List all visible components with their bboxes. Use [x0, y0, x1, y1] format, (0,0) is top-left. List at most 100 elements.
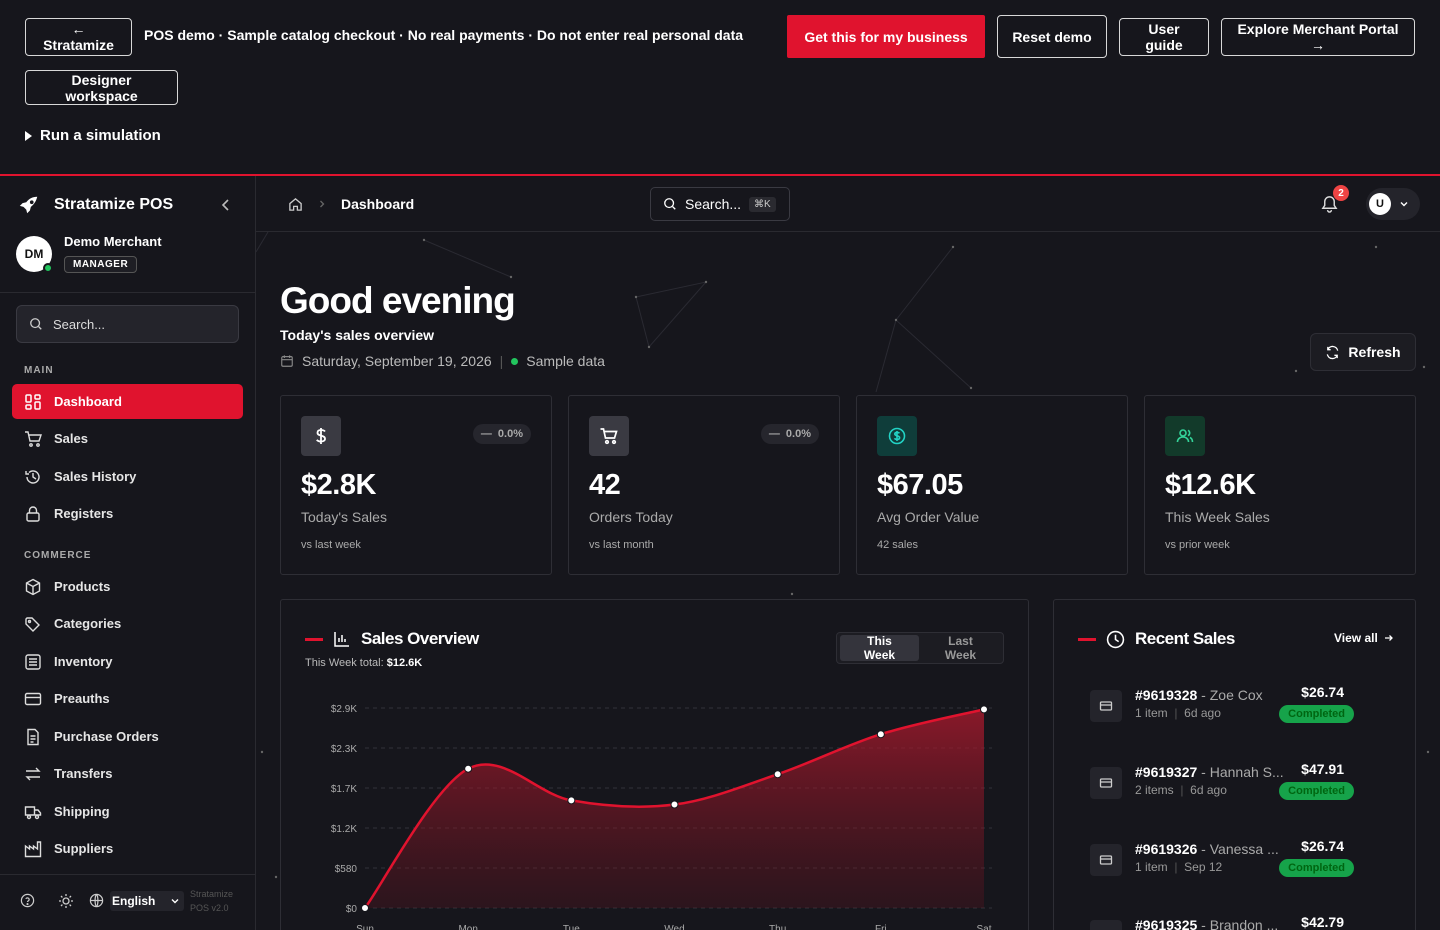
user-menu-button[interactable]: U — [1366, 188, 1420, 220]
stat-card-avg-order-value: $67.05 Avg Order Value 42 sales — [856, 395, 1128, 575]
search-icon — [663, 197, 677, 211]
status-badge: Completed — [1279, 782, 1354, 800]
sidebar-item-suppliers[interactable]: Suppliers — [12, 831, 243, 866]
help-icon[interactable] — [20, 893, 35, 908]
sales-overview-title: Sales Overview — [361, 629, 479, 648]
back-to-stratamize-button[interactable]: ← Stratamize — [25, 18, 132, 56]
section-label-main: MAIN — [24, 365, 54, 376]
sidebar-item-label: Preauths — [54, 691, 110, 706]
sidebar-item-label: Registers — [54, 506, 114, 521]
version-info: Stratamize POS v2.0 — [190, 887, 233, 915]
get-for-business-button[interactable]: Get this for my business — [787, 15, 985, 58]
y-tick-label: $1.7K — [331, 784, 357, 795]
main-content: Good evening Today's sales overview Satu… — [256, 232, 1440, 930]
reset-demo-button[interactable]: Reset demo — [997, 15, 1107, 58]
refresh-icon — [1325, 345, 1340, 360]
breadcrumb-current: Dashboard — [341, 196, 415, 212]
sidebar-search-placeholder: Search... — [53, 316, 106, 332]
sidebar-item-shipping[interactable]: Shipping — [12, 794, 243, 829]
trend-value: 0.0% — [785, 428, 811, 440]
sidebar-item-registers[interactable]: Registers — [12, 496, 243, 531]
sidebar: Stratamize POS DM Demo Merchant MANAGER … — [0, 176, 256, 930]
sale-list-item[interactable]: #9619327 - Hannah S... 2 items | 6d ago … — [1090, 761, 1390, 811]
data-point — [567, 796, 576, 805]
dashboard-icon — [24, 393, 42, 411]
explore-portal-button[interactable]: Explore Merchant Portal → — [1221, 18, 1415, 56]
x-tick-label: Mon — [458, 924, 477, 930]
keyboard-shortcut: ⌘K — [749, 196, 776, 212]
tab-last-week[interactable]: Last Week — [921, 634, 1000, 662]
stat-card-week-sales: $12.6K This Week Sales vs prior week — [1144, 395, 1416, 575]
run-simulation-label: Run a simulation — [40, 127, 161, 144]
breadcrumb: Dashboard — [288, 196, 414, 212]
data-point — [980, 705, 988, 714]
bar-chart-icon — [333, 630, 351, 648]
brand[interactable]: Stratamize POS — [18, 194, 173, 216]
data-point — [773, 770, 782, 779]
y-tick-label: $1.2K — [331, 824, 357, 835]
sidebar-item-categories[interactable]: Categories — [12, 606, 243, 641]
sidebar-item-label: Purchase Orders — [54, 729, 159, 744]
sidebar-item-sales[interactable]: Sales — [12, 421, 243, 456]
sale-list-item[interactable]: #9619326 - Vanessa ... 1 item | Sep 12 $… — [1090, 838, 1390, 888]
sale-id: #9619325 - Brandon ... — [1135, 917, 1278, 930]
refresh-button[interactable]: Refresh — [1310, 333, 1416, 371]
tab-this-week[interactable]: This Week — [840, 634, 919, 662]
sidebar-item-transfers[interactable]: Transfers — [12, 756, 243, 791]
coin-icon — [877, 416, 917, 456]
stat-card-orders-today: — 0.0% 42 Orders Today vs last month — [568, 395, 840, 575]
collapse-sidebar-icon[interactable] — [218, 197, 234, 213]
customer-name: Hannah S... — [1209, 764, 1284, 780]
sidebar-item-inventory[interactable]: Inventory — [12, 644, 243, 679]
theme-toggle-icon[interactable] — [58, 893, 74, 909]
stat-card-todays-sales: — 0.0% $2.8K Today's Sales vs last week — [280, 395, 552, 575]
card-icon — [24, 690, 42, 708]
home-icon[interactable] — [288, 197, 303, 212]
stat-label: This Week Sales — [1165, 509, 1270, 525]
sidebar-footer: English Stratamize POS v2.0 — [0, 874, 255, 930]
sales-area-chart: $0 $580 $1.2K $1.7K $2.3K $2.9K Sun Mon Tue Wed Th… — [331, 704, 992, 930]
sales-overview-heading: Sales Overview — [305, 629, 479, 649]
sidebar-item-preauths[interactable]: Preauths — [12, 681, 243, 716]
online-status-dot — [43, 263, 53, 273]
global-search-button[interactable]: Search... ⌘K — [650, 187, 790, 221]
bell-icon[interactable] — [1320, 194, 1339, 213]
document-icon — [24, 728, 42, 746]
truck-icon — [24, 803, 42, 821]
sidebar-item-products[interactable]: Products — [12, 569, 243, 604]
trend-badge: — 0.0% — [760, 424, 819, 444]
sidebar-item-dashboard[interactable]: Dashboard — [12, 384, 243, 419]
dollar-icon — [301, 416, 341, 456]
user-guide-button[interactable]: User guide — [1119, 18, 1209, 56]
divider — [0, 292, 255, 293]
dash-icon: — — [768, 428, 780, 440]
sidebar-item-sales-history[interactable]: Sales History — [12, 459, 243, 494]
stat-footnote: vs prior week — [1165, 539, 1230, 551]
view-all-link[interactable]: View all — [1334, 631, 1394, 645]
lock-icon — [24, 505, 42, 523]
rocket-icon — [18, 194, 40, 216]
sidebar-item-purchase-orders[interactable]: Purchase Orders — [12, 719, 243, 754]
sidebar-item-label: Suppliers — [54, 841, 114, 856]
sidebar-item-label: Inventory — [54, 654, 113, 669]
receipt-icon — [1090, 690, 1122, 722]
sale-id: #9619326 - Vanessa ... — [1135, 841, 1279, 857]
sidebar-item-label: Transfers — [54, 766, 113, 781]
separator: | — [1171, 860, 1181, 874]
language-select[interactable]: English — [110, 891, 184, 911]
sale-list-item[interactable]: #9619328 - Zoe Cox 1 item | 6d ago $26.7… — [1090, 684, 1390, 734]
brand-name: Stratamize POS — [54, 196, 174, 213]
x-tick-label: Thu — [769, 924, 786, 930]
sale-meta: 1 item | Sep 12 — [1135, 860, 1222, 874]
version-line-2: POS v2.0 — [190, 903, 229, 913]
sale-list-item[interactable]: #9619325 - Brandon ... $42.79 — [1090, 914, 1390, 930]
stat-value: $67.05 — [877, 469, 963, 501]
date-line: Saturday, September 19, 2026 | Sample da… — [280, 353, 605, 369]
designer-workspace-button[interactable]: Designer workspace — [25, 70, 178, 105]
run-simulation-toggle[interactable]: Run a simulation — [25, 127, 161, 144]
item-count: 2 items — [1135, 783, 1174, 797]
stat-label: Today's Sales — [301, 509, 387, 525]
sidebar-search-input[interactable]: Search... — [16, 305, 239, 343]
separator: | — [499, 353, 504, 369]
receipt-icon — [1090, 844, 1122, 876]
